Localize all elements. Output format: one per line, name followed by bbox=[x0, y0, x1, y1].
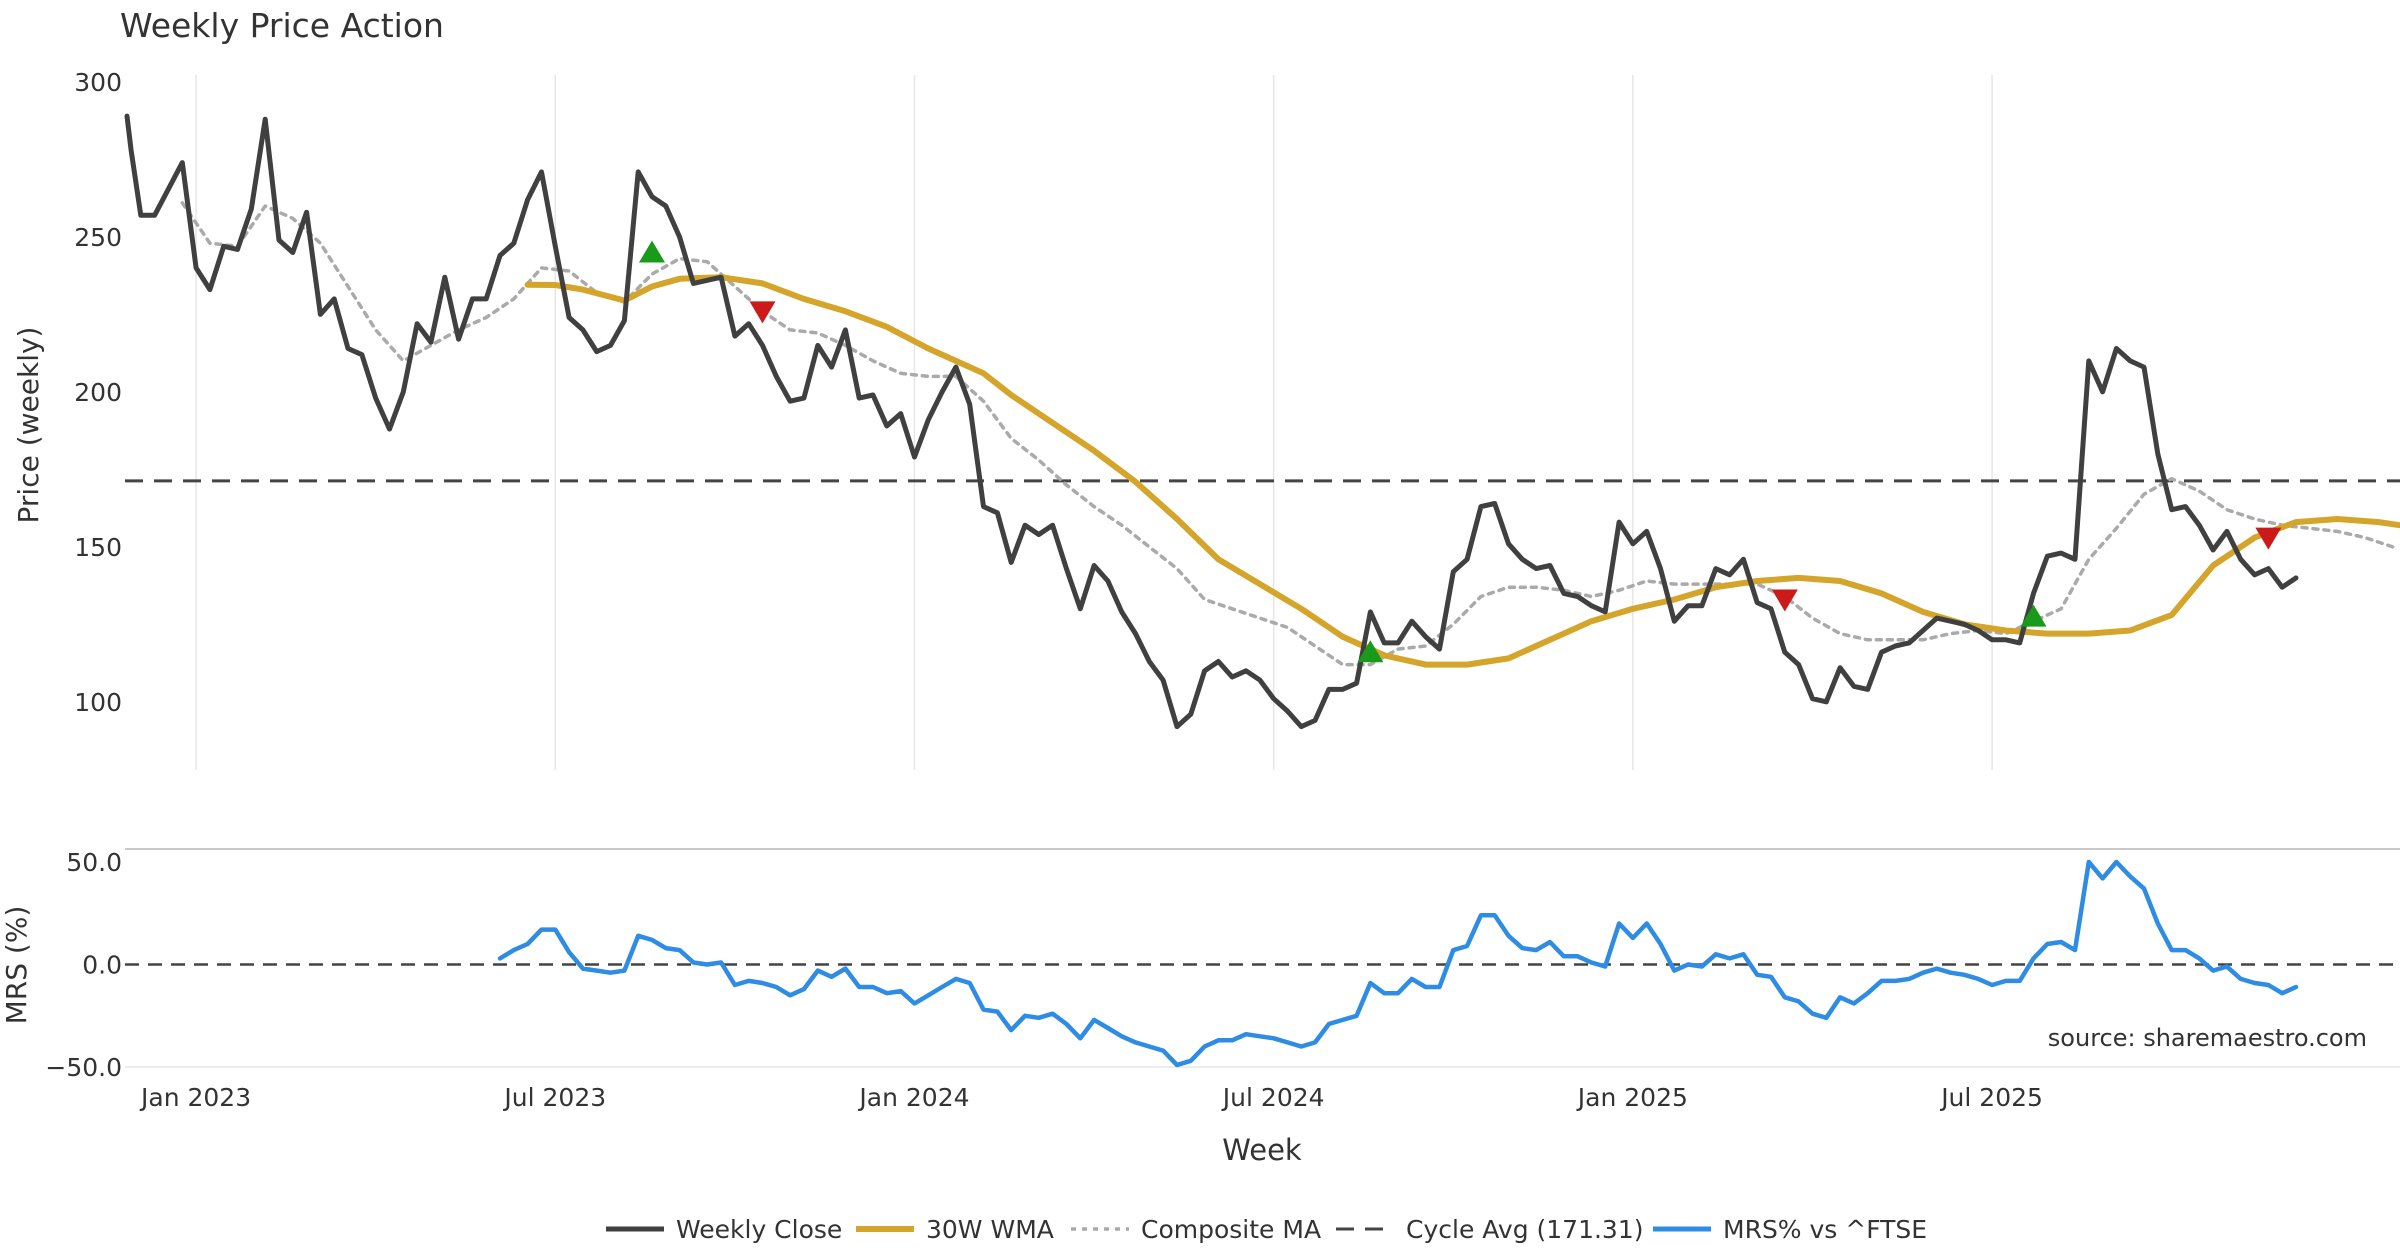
price-y-tick-label: 200 bbox=[74, 378, 122, 407]
mrs-y-axis-label: MRS (%) bbox=[0, 906, 33, 1025]
buy-signal-marker bbox=[2020, 604, 2047, 627]
price-y-ticks: 100 150 200 250 300 bbox=[74, 68, 122, 717]
buy-signal-marker bbox=[1357, 640, 1384, 663]
source-note: source: sharemaestro.com bbox=[2048, 1024, 2367, 1052]
price-y-tick-label: 300 bbox=[74, 68, 122, 97]
x-tick-label: Jul 2024 bbox=[1221, 1083, 1325, 1112]
grid-lines bbox=[125, 75, 2400, 1068]
series-weekly-close bbox=[124, 113, 2299, 730]
legend-label: Composite MA bbox=[1141, 1215, 1321, 1244]
legend-label: Cycle Avg (171.31) bbox=[1406, 1215, 1644, 1244]
buy-signal-marker bbox=[638, 240, 665, 263]
sell-signal-marker bbox=[2255, 527, 2282, 550]
mrs-y-tick-label: 50.0 bbox=[66, 848, 122, 877]
price-y-tick-label: 250 bbox=[74, 223, 122, 252]
series-lines bbox=[124, 113, 2400, 1068]
mrs-y-tick-label: −50.0 bbox=[45, 1053, 122, 1082]
price-y-tick-label: 100 bbox=[74, 688, 122, 717]
x-tick-label: Jul 2025 bbox=[1939, 1083, 2043, 1112]
price-y-tick-label: 150 bbox=[74, 533, 122, 562]
series-30w-wma bbox=[524, 274, 2400, 668]
sell-signal-marker bbox=[1771, 589, 1798, 612]
signal-markers bbox=[638, 240, 2282, 663]
series-composite-ma bbox=[180, 201, 2395, 667]
legend-label: MRS% vs ^FTSE bbox=[1723, 1215, 1927, 1244]
legend-label: Weekly Close bbox=[676, 1215, 842, 1244]
legend: Weekly Close 30W WMA Composite MA Cycle Avg… bbox=[606, 1215, 1927, 1244]
mrs-y-tick-label: 0.0 bbox=[82, 951, 122, 980]
x-ticks: Jan 2023 Jul 2023 Jan 2024 Jul 2024 Jan 2025… bbox=[139, 1083, 2043, 1112]
series-mrs-vs-ftse bbox=[497, 859, 2299, 1068]
sell-signal-marker bbox=[749, 301, 776, 324]
x-tick-label: Jan 2024 bbox=[857, 1083, 969, 1112]
mrs-y-ticks: 50.0 0.0 −50.0 bbox=[45, 848, 122, 1082]
price-y-axis-label: Price (weekly) bbox=[12, 327, 45, 524]
x-axis-label: Week bbox=[1222, 1133, 1302, 1167]
legend-label: 30W WMA bbox=[926, 1215, 1054, 1244]
x-tick-label: Jan 2025 bbox=[1576, 1083, 1688, 1112]
x-tick-label: Jan 2023 bbox=[139, 1083, 251, 1112]
x-tick-label: Jul 2023 bbox=[502, 1083, 606, 1112]
chart-title: Weekly Price Action bbox=[120, 6, 444, 45]
